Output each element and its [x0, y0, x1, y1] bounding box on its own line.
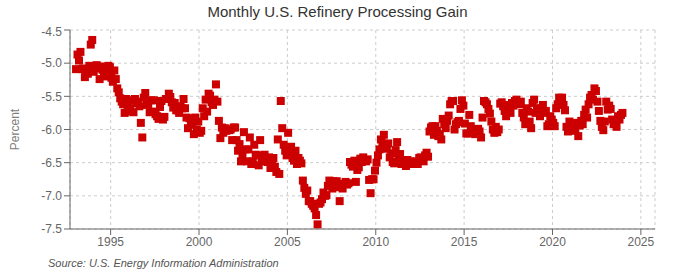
svg-text:-6.5: -6.5: [41, 156, 62, 170]
svg-text:Percent: Percent: [8, 108, 22, 150]
html-text:Monthly U.S. Refinery Processi: Monthly U.S. Refinery Processing Gain: [207, 3, 468, 20]
svg-text:-7.5: -7.5: [41, 222, 62, 236]
svg-text:2005: 2005: [274, 235, 301, 249]
svg-text:2000: 2000: [186, 235, 213, 249]
svg-text:-4.5: -4.5: [41, 25, 62, 39]
svg-text:2015: 2015: [451, 235, 478, 249]
html-text:Source: U.S. Energy Informatio: Source: U.S. Energy Information Administ…: [48, 257, 279, 269]
svg-text:2025: 2025: [628, 235, 655, 249]
svg-text:1995: 1995: [97, 235, 124, 249]
svg-text:2020: 2020: [539, 235, 566, 249]
svg-text:-5.5: -5.5: [41, 90, 62, 104]
svg-text:-5.0: -5.0: [41, 56, 62, 70]
svg-text:-6.0: -6.0: [41, 123, 62, 137]
svg-text:-7.0: -7.0: [41, 189, 62, 203]
svg-text:2010: 2010: [362, 235, 389, 249]
